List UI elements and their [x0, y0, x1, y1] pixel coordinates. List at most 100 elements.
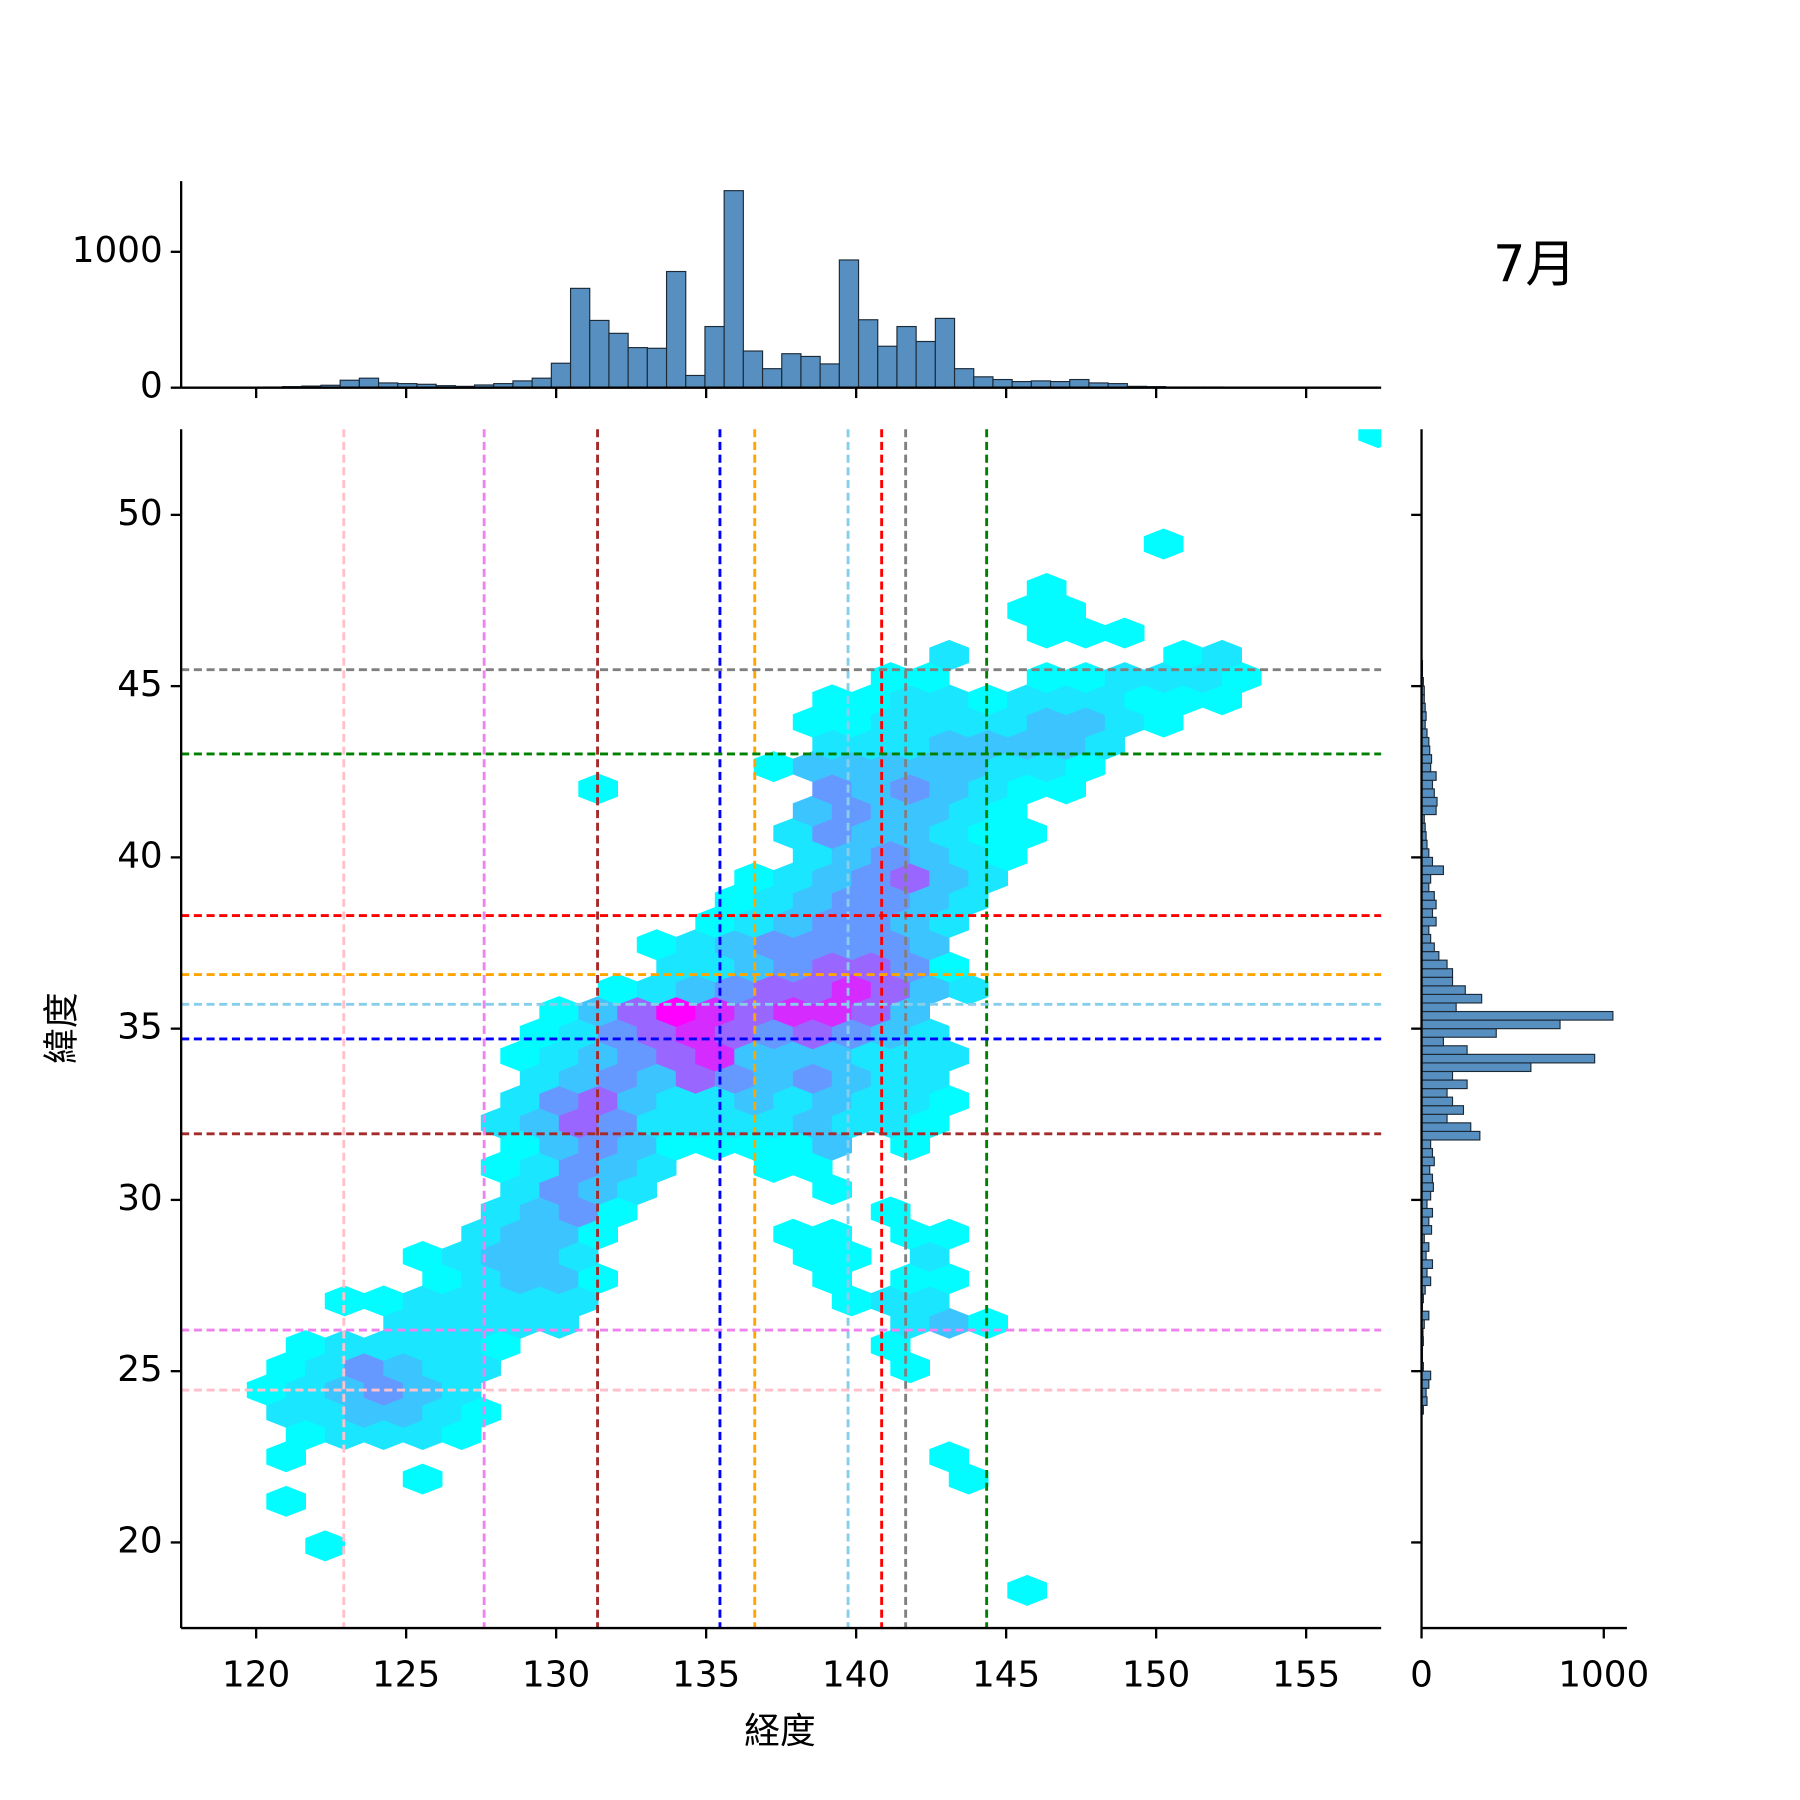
hex-cell	[402, 1463, 443, 1495]
histogram-bar	[1420, 1079, 1468, 1090]
hex-cell	[753, 973, 794, 1005]
hex-cell	[363, 1374, 404, 1406]
hex-cell	[519, 1285, 560, 1317]
hex-cell	[890, 1218, 930, 1250]
hex-cell	[890, 1040, 930, 1072]
hex-cell	[909, 1062, 950, 1094]
hex-cell	[539, 1263, 579, 1295]
hex-cell	[480, 1151, 521, 1183]
hex-cell	[675, 929, 716, 961]
histogram-bar	[1420, 968, 1454, 978]
hex-cell	[402, 1330, 443, 1361]
hex-cell	[909, 1240, 950, 1272]
hex-cell	[617, 1174, 657, 1206]
hex-cell	[831, 1107, 872, 1139]
hex-cell	[851, 684, 891, 716]
hex-cell	[851, 1040, 891, 1072]
hex-cell	[363, 1285, 404, 1317]
hex-cell	[890, 1352, 930, 1384]
hex-cell	[1104, 617, 1145, 649]
hex-cell	[695, 1040, 735, 1072]
hex-cell	[1065, 617, 1106, 649]
histogram-bar	[550, 362, 572, 389]
hex-cell	[987, 795, 1028, 827]
hex-cell	[441, 1330, 482, 1361]
hex-cell	[402, 1285, 443, 1317]
histogram-bar	[1420, 1130, 1481, 1141]
hex-cell	[929, 773, 969, 805]
hex-cell	[539, 1040, 579, 1072]
hex-cell	[636, 1018, 677, 1050]
histogram-bar	[742, 350, 764, 389]
hex-cell	[461, 1352, 501, 1384]
hex-cell	[948, 1463, 989, 1495]
hex-cell	[968, 817, 1008, 849]
histogram-bar	[1420, 1070, 1454, 1081]
hex-cell	[324, 1374, 365, 1406]
histogram-bar	[1420, 1088, 1448, 1098]
hex-cell	[617, 1129, 657, 1161]
hex-cell	[558, 1196, 599, 1228]
hex-cell	[792, 1107, 833, 1139]
hex-cell	[792, 884, 833, 916]
histogram-bar	[1420, 1173, 1434, 1184]
histogram-bar	[1420, 985, 1466, 995]
hex-cell	[812, 817, 852, 849]
hex-cell	[792, 706, 833, 738]
histogram-bar	[646, 347, 668, 389]
hex-cell	[1065, 706, 1106, 738]
hex-cell	[948, 751, 989, 783]
hex-cell	[500, 1174, 540, 1206]
hex-cell	[929, 639, 969, 671]
hex-cell	[480, 1196, 521, 1228]
hex-cell	[344, 1396, 384, 1428]
hex-cell	[597, 973, 638, 1005]
hex-cell	[929, 862, 969, 894]
hex-cell	[753, 929, 794, 961]
histogram-bar	[1420, 1182, 1434, 1192]
histogram-bar	[819, 363, 840, 389]
hex-cell	[773, 1218, 813, 1250]
hex-cell	[363, 1330, 404, 1361]
hex-cell	[656, 1085, 696, 1117]
hex-cell	[929, 728, 969, 760]
y-tick-label: 0	[140, 366, 163, 407]
hex-cell	[753, 1062, 794, 1094]
histogram-bar	[1420, 1019, 1561, 1030]
histogram-bar	[1420, 779, 1434, 790]
hex-cell	[890, 1085, 930, 1117]
histogram-bar	[1420, 1156, 1435, 1167]
histogram-bar	[665, 270, 687, 389]
histogram-bar	[1420, 1122, 1472, 1132]
hex-cell	[1104, 706, 1145, 738]
hex-cell	[422, 1396, 462, 1428]
hex-cell	[441, 1285, 482, 1317]
histogram-bar	[992, 378, 1013, 389]
hex-cell	[539, 1174, 579, 1206]
hex-cell	[285, 1374, 326, 1406]
hex-cell	[948, 840, 989, 872]
hex-cell	[558, 1107, 599, 1139]
x-tick-label: 135	[672, 1655, 740, 1696]
hex-cell	[812, 1085, 852, 1117]
hex-cell	[1202, 639, 1242, 671]
hex-cell	[285, 1419, 326, 1451]
y-tick-label: 30	[117, 1178, 163, 1219]
histogram-bar	[781, 353, 802, 389]
hex-cell	[519, 1018, 560, 1050]
histogram-bar	[1420, 856, 1434, 867]
histogram-bar	[1420, 865, 1444, 876]
hex-cell	[500, 1129, 540, 1161]
hex-cell	[1085, 728, 1125, 760]
hex-cell	[285, 1330, 326, 1361]
hex-cell	[558, 1285, 599, 1317]
hex-cell	[558, 1151, 599, 1183]
histogram-bar	[704, 325, 725, 389]
hex-cell	[500, 1040, 540, 1072]
hex-cell	[714, 973, 755, 1005]
histogram-bar	[1420, 771, 1437, 781]
hex-cell	[812, 862, 852, 894]
hex-cell	[1007, 773, 1047, 805]
hex-cell	[1143, 528, 1184, 560]
hexbin-cells	[246, 429, 1382, 1606]
